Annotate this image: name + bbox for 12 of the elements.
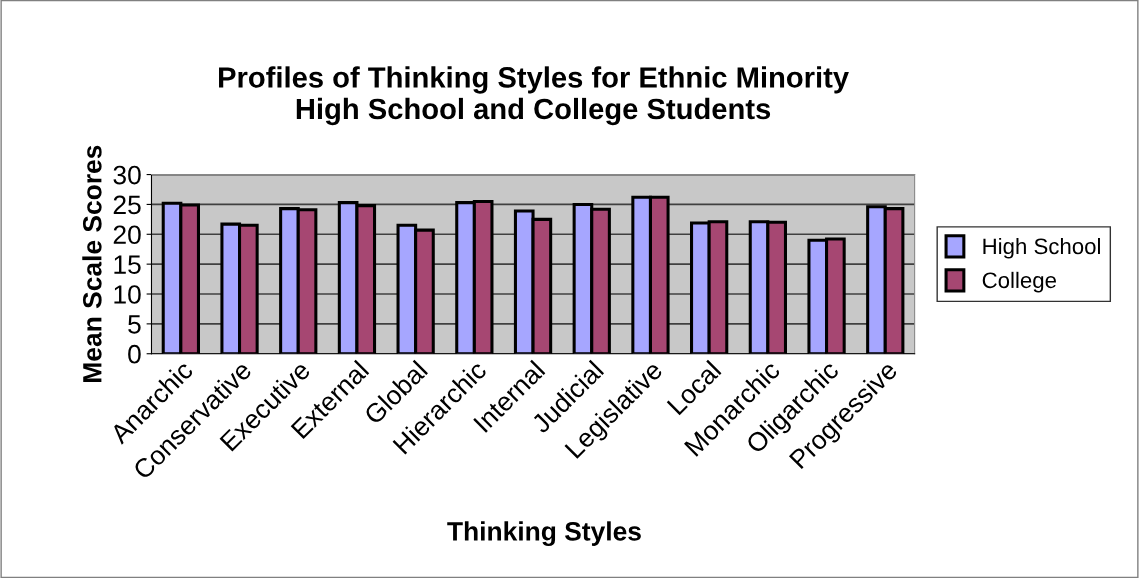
y-tick-label: 0 <box>128 344 141 364</box>
y-tick-label: 25 <box>113 195 141 215</box>
legend-label: High School <box>983 237 1100 259</box>
x-axis-title: Thinking Styles <box>447 521 641 547</box>
y-tick-label: 10 <box>114 285 141 304</box>
chart-title: Profiles of Thinking Styles for Ethnic Minority High School and College Students <box>219 66 849 126</box>
y-tick-label: 20 <box>113 225 141 245</box>
y-tick-label: 5 <box>128 315 141 334</box>
y-tick-label: 30 <box>113 165 141 185</box>
y-axis-title: Mean Scale Scores <box>82 145 102 382</box>
y-tick-label: 15 <box>114 255 141 274</box>
legend-label: College <box>982 271 1056 293</box>
